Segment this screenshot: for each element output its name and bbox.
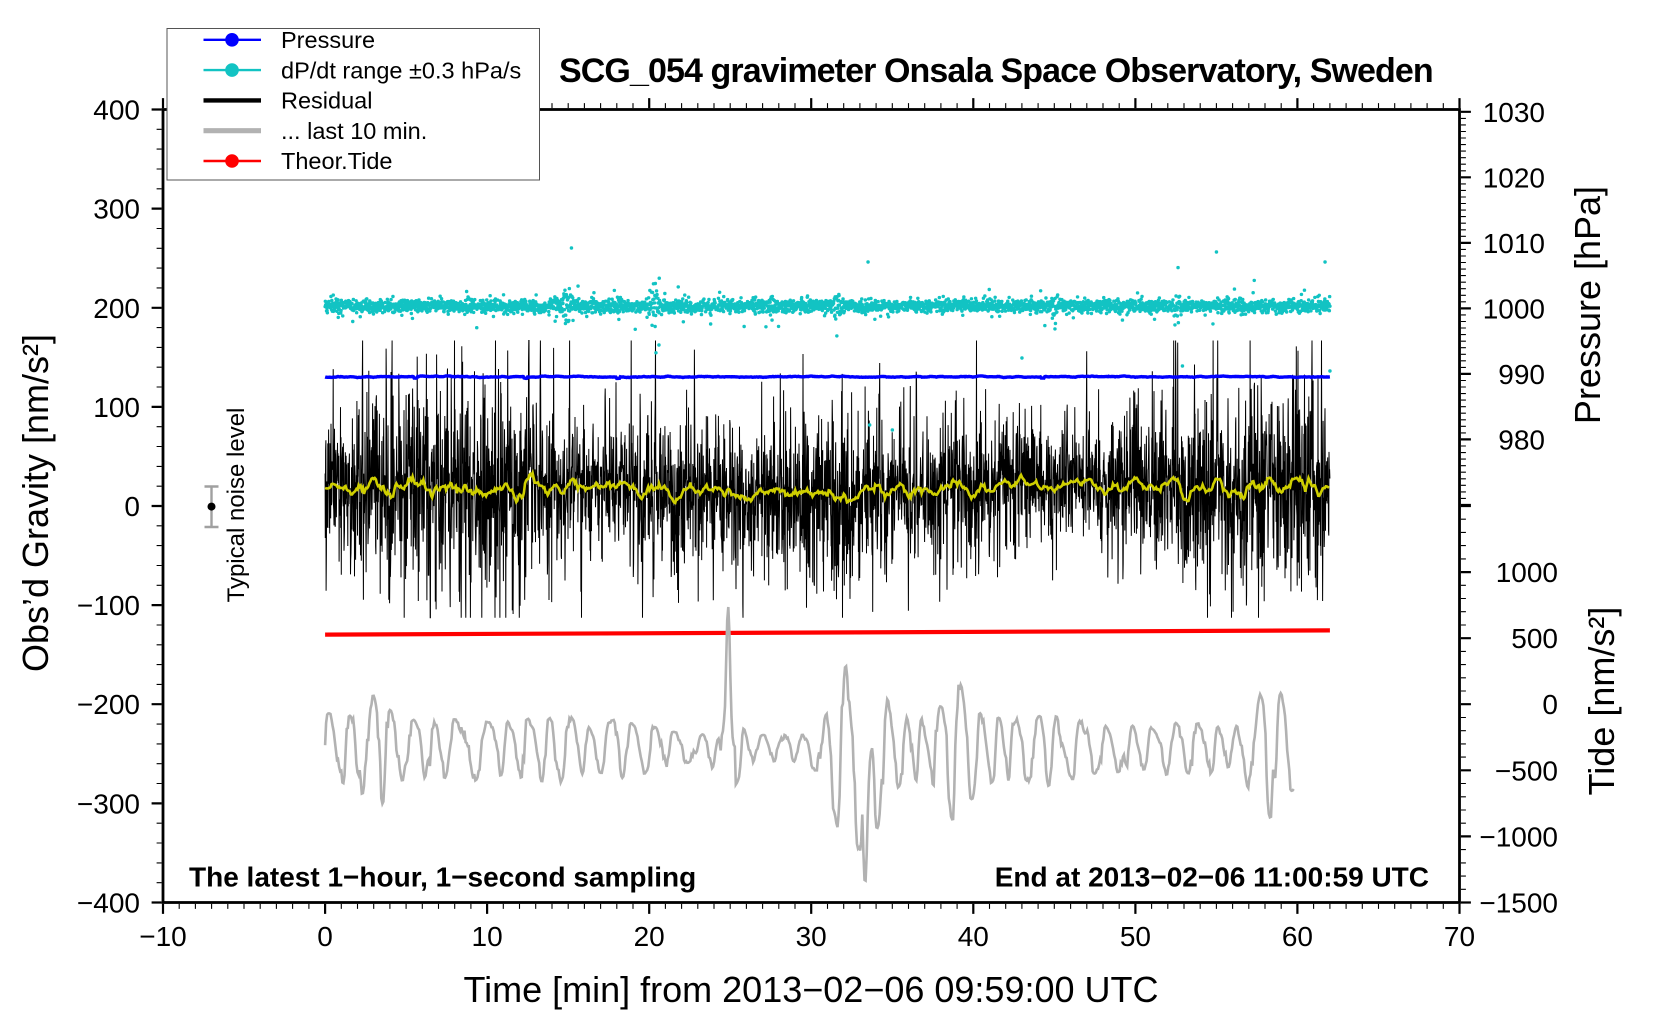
svg-text:Pressure: Pressure xyxy=(281,27,375,53)
svg-text:0: 0 xyxy=(317,921,333,952)
svg-text:Obs’d Gravity [nm/s²]: Obs’d Gravity [nm/s²] xyxy=(15,334,56,672)
svg-text:Pressure [hPa]: Pressure [hPa] xyxy=(1567,186,1608,424)
svg-text:Tide [nm/s²]: Tide [nm/s²] xyxy=(1581,607,1622,796)
svg-text:1000: 1000 xyxy=(1496,557,1558,588)
svg-text:1020: 1020 xyxy=(1483,162,1545,193)
svg-text:100: 100 xyxy=(93,392,140,423)
svg-text:300: 300 xyxy=(93,194,140,225)
svg-text:1010: 1010 xyxy=(1483,228,1545,259)
svg-text:−100: −100 xyxy=(77,590,140,621)
svg-text:−10: −10 xyxy=(139,921,187,952)
svg-text:−300: −300 xyxy=(77,788,140,819)
svg-text:−1000: −1000 xyxy=(1479,821,1558,852)
svg-text:−200: −200 xyxy=(77,689,140,720)
svg-text:−500: −500 xyxy=(1495,755,1558,786)
svg-text:Time [min] from 2013−02−06 09:: Time [min] from 2013−02−06 09:59:00 UTC xyxy=(463,969,1158,1010)
svg-text:dP/dt range ±0.3 hPa/s: dP/dt range ±0.3 hPa/s xyxy=(281,57,521,83)
svg-text:0: 0 xyxy=(124,491,140,522)
svg-text:SCG_054 gravimeter Onsala Spac: SCG_054 gravimeter Onsala Space Observat… xyxy=(559,52,1433,90)
svg-text:70: 70 xyxy=(1444,921,1475,952)
svg-text:10: 10 xyxy=(472,921,503,952)
svg-text:200: 200 xyxy=(93,293,140,324)
svg-text:The latest 1−hour, 1−second sa: The latest 1−hour, 1−second sampling xyxy=(189,862,696,893)
svg-text:−1500: −1500 xyxy=(1479,888,1558,919)
svg-text:990: 990 xyxy=(1498,359,1545,390)
svg-text:500: 500 xyxy=(1511,623,1558,654)
svg-text:980: 980 xyxy=(1498,424,1545,455)
svg-text:400: 400 xyxy=(93,95,140,126)
svg-text:0: 0 xyxy=(1542,689,1558,720)
svg-text:End at 2013−02−06 11:00:59 UTC: End at 2013−02−06 11:00:59 UTC xyxy=(995,862,1429,893)
svg-text:40: 40 xyxy=(958,921,989,952)
svg-text:Typical noise level: Typical noise level xyxy=(223,408,250,603)
svg-text:Theor.Tide: Theor.Tide xyxy=(281,148,392,174)
svg-text:1030: 1030 xyxy=(1483,97,1545,128)
svg-text:60: 60 xyxy=(1282,921,1313,952)
svg-text:50: 50 xyxy=(1120,921,1151,952)
svg-text:... last 10 min.: ... last 10 min. xyxy=(281,118,427,144)
svg-text:Residual: Residual xyxy=(281,88,372,114)
svg-text:20: 20 xyxy=(634,921,665,952)
svg-text:−400: −400 xyxy=(77,888,140,919)
svg-text:1000: 1000 xyxy=(1483,293,1545,324)
svg-text:30: 30 xyxy=(796,921,827,952)
